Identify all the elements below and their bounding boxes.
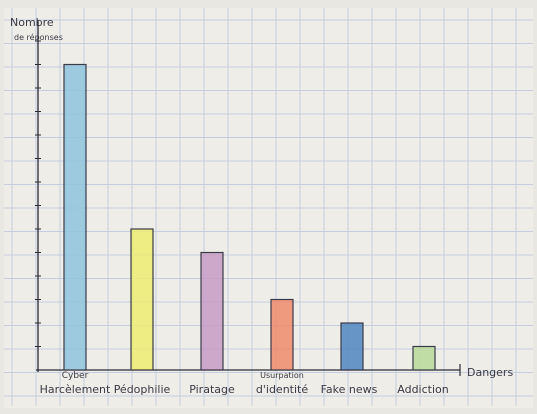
category-label-1: Harcèlement <box>40 383 111 396</box>
category-label-5: Fake news <box>321 383 378 396</box>
y-axis-label-line-2: de réponses <box>14 32 63 42</box>
axes <box>35 20 461 376</box>
labels: Nombre de réponses Dangers Cyber Harcèlem… <box>10 16 513 396</box>
category-label-top-1: Cyber <box>62 371 89 381</box>
bar-5 <box>340 322 364 371</box>
category-label-2: Pédophilie <box>114 383 171 396</box>
bars <box>63 63 436 371</box>
category-label-4: d'identité <box>256 383 308 396</box>
bar-3 <box>200 251 224 371</box>
y-axis-label-line-1: Nombre <box>10 16 54 29</box>
bar-2 <box>130 228 154 371</box>
bar-1 <box>63 63 87 371</box>
category-label-top-4: Usurpation <box>260 371 304 380</box>
x-axis-label: Dangers <box>467 366 513 379</box>
bar-6 <box>412 345 436 371</box>
bar-4 <box>270 298 294 371</box>
grid-lines <box>4 8 533 406</box>
category-label-3: Piratage <box>189 383 235 396</box>
category-label-6: Addiction <box>397 383 448 396</box>
